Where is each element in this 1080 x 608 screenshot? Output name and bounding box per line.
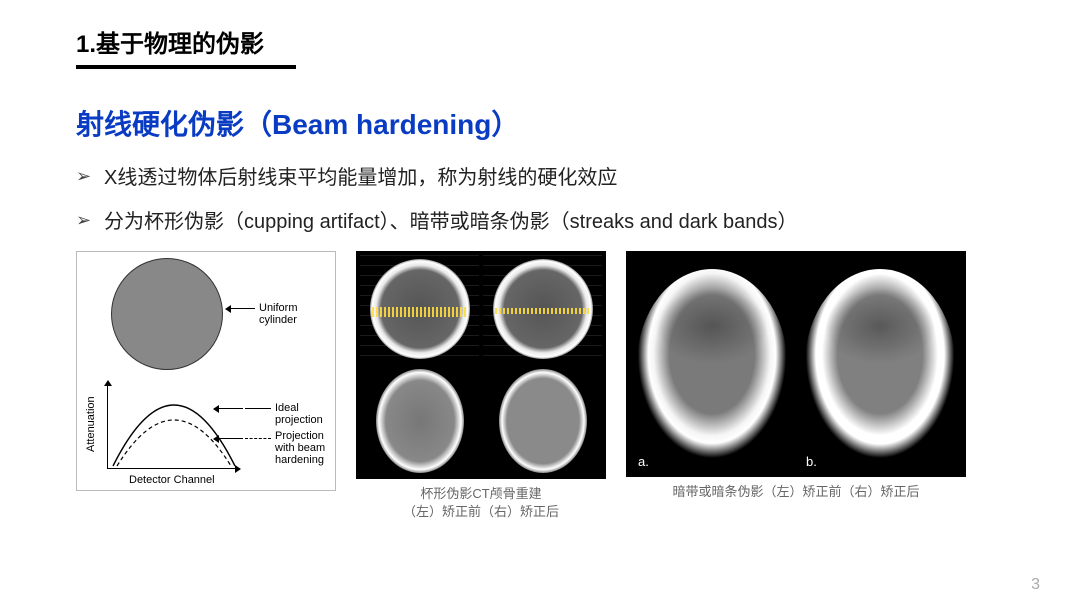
legend-dash-icon [245,438,271,439]
uniform-cylinder-icon [111,258,223,370]
arrow-icon [215,408,243,409]
ct-grid [356,251,606,479]
bullet-text: 分为杯形伪影（cupping artifact）、暗带或暗条伪影（streaks… [104,207,798,237]
bullet-marker-icon: ➢ [76,163,104,190]
caption-line: （左）矫正前（右）矫正后 [403,504,559,519]
cupping-caption: 杯形伪影CT颅骨重建 （左）矫正前（右）矫正后 [356,485,606,521]
bullet-item: ➢ 分为杯形伪影（cupping artifact）、暗带或暗条伪影（strea… [76,207,1012,237]
streaks-caption: 暗带或暗条伪影（左）矫正前（右）矫正后 [626,483,966,501]
arrow-icon [227,308,255,309]
x-axis-label: Detector Channel [129,474,215,486]
y-axis [107,382,108,468]
panel-label-a: a. [638,454,649,469]
topic-title: 射线硬化伪影（Beam hardening） [76,103,1012,143]
brain-row: a. b. [626,251,966,477]
ct-panel [483,367,602,475]
cupping-ct-figure: 杯形伪影CT颅骨重建 （左）矫正前（右）矫正后 [356,251,606,521]
section-title: 1.基于物理的伪影 [76,24,296,69]
ct-panel [360,367,479,475]
caption-line: 杯形伪影CT颅骨重建 [420,486,541,501]
bullet-text: X线透过物体后射线束平均能量增加，称为射线的硬化效应 [104,163,617,193]
bullet-list: ➢ X线透过物体后射线束平均能量增加，称为射线的硬化效应 ➢ 分为杯形伪影（cu… [76,163,1012,237]
panel-label-b: b. [806,454,817,469]
diagram-box: Uniform cylinder Attenuation Detector Ch… [76,251,336,491]
figures-row: Uniform cylinder Attenuation Detector Ch… [76,251,1012,521]
schematic-diagram: Uniform cylinder Attenuation Detector Ch… [76,251,336,491]
arrow-icon [215,438,243,439]
legend-solid-icon [245,408,271,409]
beam-hardening-label: Projection with beam hardening [275,430,337,466]
y-axis-label: Attenuation [85,396,97,452]
streaks-ct-figure: a. b. 暗带或暗条伪影（左）矫正前（右）矫正后 [626,251,966,501]
projection-curves [109,384,239,470]
ct-panel [483,255,602,363]
brain-panel: b. [798,255,962,473]
brain-panel: a. [630,255,794,473]
uniform-cylinder-label: Uniform cylinder [259,302,335,326]
page-number: 3 [1031,576,1040,594]
bullet-item: ➢ X线透过物体后射线束平均能量增加，称为射线的硬化效应 [76,163,1012,193]
slide: 1.基于物理的伪影 射线硬化伪影（Beam hardening） ➢ X线透过物… [0,0,1080,608]
ct-panel [360,255,479,363]
ideal-projection-label: Ideal projection [275,402,335,426]
bullet-marker-icon: ➢ [76,207,104,234]
